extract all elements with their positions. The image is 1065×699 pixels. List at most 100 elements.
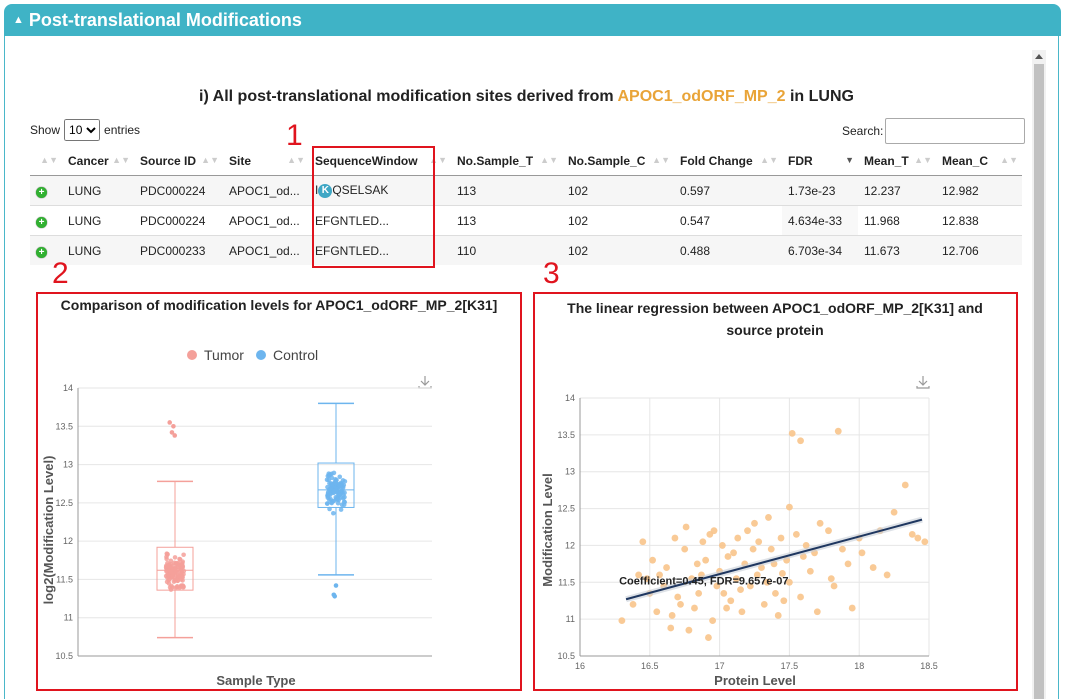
ptm-table: ▲▼ Cancer ▲▼ Source ID ▲▼ Site ▲▼ SequenceW… <box>30 146 1022 265</box>
data-point <box>342 490 347 496</box>
annotation-number-2: 2 <box>52 257 69 290</box>
outlier-point <box>171 423 176 429</box>
data-point <box>848 604 856 612</box>
y-tick-label: 13.5 <box>55 421 73 431</box>
box-iqr <box>156 546 194 591</box>
table-row[interactable]: + LUNG PDC000233 APOC1_od... EFGNTLED...… <box>30 235 1022 265</box>
scroll-up-arrow-icon[interactable] <box>1035 54 1043 59</box>
cell-mean-c: 12.982 <box>936 175 1022 206</box>
data-point <box>839 545 846 553</box>
cell-cancer: LUNG <box>62 235 134 265</box>
sort-icon: ▲▼ <box>429 155 447 165</box>
col-header-mean-c[interactable]: Mean_C ▲▼ <box>936 146 1022 176</box>
data-point <box>908 530 916 538</box>
cell-no-sample-c: 102 <box>562 205 674 236</box>
cell-no-sample-t: 113 <box>451 175 562 206</box>
data-point <box>734 534 742 542</box>
search: Search: <box>842 118 1026 144</box>
data-point <box>788 429 796 437</box>
data-point <box>172 575 177 581</box>
data-point <box>335 500 341 506</box>
y-tick-label: 14 <box>63 383 73 393</box>
search-input[interactable] <box>885 118 1026 144</box>
col-header-expand[interactable]: ▲▼ <box>30 146 62 176</box>
collapse-triangle-icon[interactable]: ▲ <box>13 14 24 26</box>
data-point <box>179 562 185 568</box>
data-point <box>705 634 712 641</box>
col-header-fdr[interactable]: FDR ▼ <box>782 146 858 176</box>
legend-control-marker <box>256 350 266 360</box>
data-point <box>806 567 814 575</box>
data-point <box>765 514 772 521</box>
scrollbar-thumb[interactable] <box>1034 64 1044 699</box>
vertical-scrollbar[interactable] <box>1032 50 1046 699</box>
cell-site: APOC1_od... <box>223 205 309 236</box>
panel-title: Post-translational Modifications <box>28 9 302 30</box>
data-point <box>333 481 338 486</box>
data-point <box>844 560 852 568</box>
data-point <box>890 508 898 516</box>
col-header-sequence-window[interactable]: SequenceWindow ▲▼ <box>309 146 451 176</box>
table-row[interactable]: + LUNG PDC000224 APOC1_od... I K QSELSAK 1… <box>30 175 1022 206</box>
regression-line <box>625 518 923 601</box>
cell-fdr: 1.73e-23 <box>782 175 858 206</box>
data-point <box>825 527 832 535</box>
expand-row-icon[interactable]: + <box>36 216 47 228</box>
data-point <box>724 553 732 560</box>
entries-select[interactable]: 10 <box>64 119 101 141</box>
data-point <box>792 530 800 538</box>
data-point <box>691 604 698 612</box>
legend[interactable]: Tumor Control <box>187 347 318 363</box>
download-icon[interactable] <box>916 376 930 389</box>
boxplot-title: Comparison of modification levels for AP… <box>60 297 498 313</box>
data-point <box>732 575 740 582</box>
expand-row-icon[interactable]: + <box>36 186 47 198</box>
data-point <box>737 586 744 594</box>
data-point <box>699 538 707 546</box>
expand-row-icon[interactable]: + <box>36 246 47 258</box>
show-entries: Show 10 entries <box>30 119 140 141</box>
sort-icon: ▲▼ <box>760 155 778 165</box>
section-title: i) All post-translational modification s… <box>0 88 1053 106</box>
annotation-number-3: 3 <box>543 257 560 290</box>
data-point <box>164 556 169 562</box>
col-header-site[interactable]: Site ▲▼ <box>223 146 309 176</box>
data-point <box>713 582 721 590</box>
entries-label: entries <box>104 123 141 137</box>
section-title-suffix: in LUNG <box>785 88 854 105</box>
data-point <box>175 578 180 584</box>
data-point <box>797 593 804 601</box>
data-point <box>337 492 342 498</box>
y-tick-label: 12.5 <box>55 498 73 508</box>
outlier-point <box>172 433 178 438</box>
x-tick-label: 16 <box>575 661 585 671</box>
data-point <box>767 545 775 553</box>
data-point <box>333 476 338 482</box>
panel-body <box>4 36 1059 699</box>
col-header-cancer[interactable]: Cancer ▲▼ <box>62 146 134 176</box>
data-point <box>685 626 693 634</box>
x-tick-label: 18.5 <box>920 661 938 671</box>
sort-icon: ▲▼ <box>112 155 130 165</box>
data-point <box>180 585 186 590</box>
download-icon[interactable] <box>418 376 432 389</box>
data-point <box>914 534 922 542</box>
col-header-fold-change[interactable]: Fold Change ▲▼ <box>674 146 782 176</box>
col-header-no-sample-t[interactable]: No.Sample_T ▲▼ <box>451 146 562 176</box>
data-point <box>164 568 169 574</box>
data-point <box>629 601 637 608</box>
col-header-no-sample-c[interactable]: No.Sample_C ▲▼ <box>562 146 674 176</box>
col-header-source-id[interactable]: Source ID ▲▼ <box>134 146 223 176</box>
data-point <box>718 542 726 549</box>
boxplot-chart: Tumor Control 10.5 11 11.5 12 12.5 13 13.5 14 l… <box>41 347 432 688</box>
data-point <box>653 608 661 616</box>
panel-header[interactable]: ▲ Post-translational Modifications <box>4 4 1061 36</box>
col-header-mean-t[interactable]: Mean_T ▲▼ <box>858 146 936 176</box>
regression-annotation: Coefficient=0.45, FDR=9.657e-07 <box>619 575 788 587</box>
cell-site: APOC1_od... <box>223 175 309 206</box>
table-row[interactable]: + LUNG PDC000224 APOC1_od... EFGNTLED...… <box>30 205 1022 236</box>
data-point <box>674 593 682 601</box>
data-point <box>340 478 346 483</box>
cell-source-id: PDC000224 <box>134 205 223 236</box>
gene-highlight: APOC1_odORF_MP_2 <box>617 88 786 105</box>
